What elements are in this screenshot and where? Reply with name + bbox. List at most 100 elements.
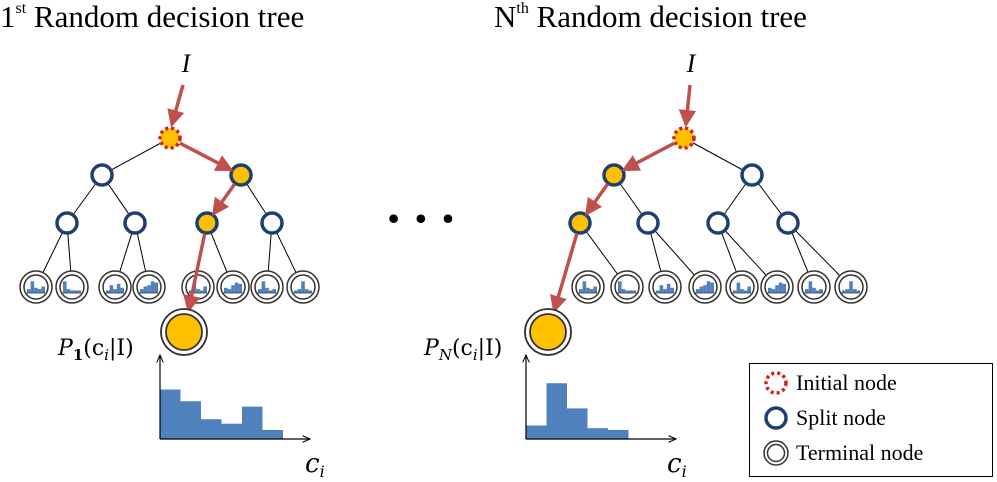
leaf-histogram-bar: [747, 286, 751, 293]
leaf-histogram-bar: [238, 283, 242, 293]
legend-label: Terminal node: [796, 440, 924, 465]
path-arrow: [621, 141, 676, 172]
leaf-histogram-bar: [73, 290, 78, 293]
split-node-icon: [764, 406, 788, 430]
probability-label: PN(ci|I): [423, 336, 502, 364]
leaf-histogram-bar: [582, 281, 587, 293]
leaf-histogram-bar: [258, 289, 262, 293]
histogram-bar: [587, 428, 608, 439]
leaf-histogram-bar: [659, 285, 664, 293]
leaf-histogram-bar: [771, 289, 776, 293]
leaf-histogram-bar: [66, 289, 71, 293]
leaf-histogram-bar: [856, 290, 860, 293]
leaf-histogram-bar: [775, 285, 779, 293]
terminal-node-inner: [102, 274, 128, 300]
leaf-histogram-bar: [272, 289, 276, 293]
leaf-histogram-bar: [706, 281, 711, 293]
leaf-histogram-bar: [261, 281, 266, 293]
leaf-histogram-bar: [116, 283, 121, 293]
leaf-histogram-bar: [70, 290, 74, 293]
split-node: [123, 211, 147, 235]
histogram-bar: [608, 430, 629, 439]
split-node: [776, 211, 800, 235]
input-arrow: [167, 84, 185, 128]
histogram-bar: [180, 401, 201, 439]
leaf-histogram-bar: [815, 290, 820, 293]
leaf-histogram-bar: [656, 290, 660, 293]
input-label: I: [181, 49, 192, 78]
leaf-histogram-bar: [34, 287, 38, 293]
terminal-node-inner: [652, 274, 678, 300]
terminal-node-inner: [254, 274, 280, 300]
leaf-histogram-bar: [849, 281, 853, 293]
x-axis-label: ci: [667, 449, 687, 481]
leaf-histogram-bar: [30, 281, 35, 293]
leaf-histogram-bar: [196, 289, 200, 293]
histogram-bar: [160, 389, 181, 439]
split-node: [636, 211, 660, 235]
leaf-histogram-bar: [27, 289, 31, 293]
leaf-histogram-bar: [231, 285, 235, 293]
input-label: I: [686, 49, 697, 78]
tree-1-title: 1st Random decision tree: [0, 0, 305, 34]
leaf-histogram-bar: [106, 290, 110, 293]
leaf-histogram-bar: [63, 281, 67, 293]
leaf-histogram-bar: [77, 290, 81, 293]
leaf-histogram-bar: [265, 287, 269, 293]
split-node: [90, 163, 114, 187]
leaf-histogram-bar: [808, 281, 813, 293]
terminal-node-icon: [763, 440, 789, 466]
leaf-histogram-bar: [696, 289, 700, 293]
leaf-histogram-bar: [628, 290, 633, 293]
leaf-histogram-bar: [268, 290, 273, 293]
leaf-histogram-bar: [842, 290, 846, 293]
path-arrow: [211, 182, 237, 217]
leaf-histogram-bar: [109, 285, 114, 293]
split-node: [740, 163, 764, 187]
histogram-bar: [262, 430, 283, 439]
leaf-histogram-bar: [41, 286, 45, 293]
legend: Initial node Split node Terminal node: [749, 363, 993, 477]
leaf-histogram-bar: [743, 290, 748, 293]
initial-node-icon: [764, 371, 788, 395]
tree-1: I P1(ci|I) ci: [19, 49, 325, 481]
leaf-histogram-bar: [308, 290, 312, 293]
leaf-histogram-bar: [586, 287, 590, 293]
leaf-histogram-bar: [294, 290, 298, 293]
leaf-histogram-bar: [740, 289, 744, 293]
leaf-histogram-bar: [227, 289, 232, 293]
split-node: [55, 211, 79, 235]
leaf-histogram-bar: [663, 289, 667, 293]
terminal-node-inner: [801, 274, 827, 300]
leaf-histogram-bar: [632, 290, 636, 293]
leaf-histogram-bar: [304, 289, 309, 293]
x-axis-label: ci: [305, 449, 325, 481]
leaf-histogram-bar: [625, 290, 629, 293]
tree-n-title: Nth Random decision tree: [494, 0, 807, 34]
leaf-histogram-bar: [589, 289, 594, 293]
leaf-histogram-bar: [224, 287, 228, 293]
selected-leaf-inner: [529, 313, 567, 351]
leaf-histogram-bar: [670, 287, 674, 293]
legend-label: Split node: [796, 405, 886, 430]
split-node: [260, 211, 284, 235]
leaf-histogram-bar: [666, 283, 671, 293]
leaf-histogram-bar: [150, 281, 155, 293]
path-arrow: [183, 233, 207, 313]
leaf-histogram-bar: [37, 289, 42, 293]
path-arrow: [550, 233, 579, 314]
leaf-histogram-bar: [234, 282, 239, 293]
leaf-histogram-bar: [143, 286, 148, 293]
leaf-histogram-bar: [579, 289, 583, 293]
leaf-histogram-bar: [147, 285, 151, 293]
leaf-histogram-bar: [782, 283, 786, 293]
histogram-bar: [567, 408, 588, 439]
leaf-histogram-bar: [203, 286, 207, 293]
input-arrow: [678, 84, 697, 128]
path-arrow: [178, 141, 234, 172]
histogram-bar: [526, 425, 547, 439]
leaf-histogram-bar: [812, 287, 816, 293]
ellipsis: • • •: [388, 200, 458, 236]
leaf-histogram-bar: [154, 282, 158, 293]
